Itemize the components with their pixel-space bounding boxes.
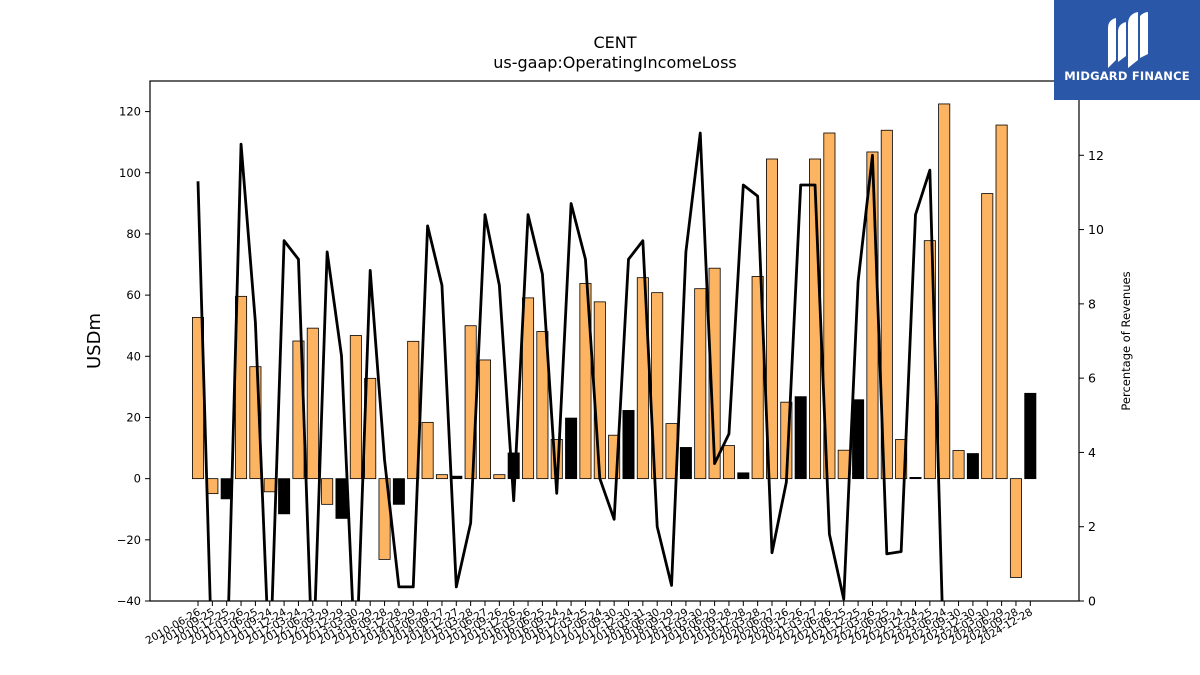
y2-axis: 0 2 4 6 8 10 12 — [1079, 148, 1104, 609]
bar — [895, 439, 908, 480]
bar — [823, 132, 836, 480]
bar — [206, 478, 219, 495]
bar — [536, 331, 549, 480]
bar — [722, 445, 735, 480]
bar — [593, 301, 606, 480]
bar — [995, 124, 1008, 480]
logo-text: MIDGARD FINANCE — [1064, 69, 1190, 83]
bar — [766, 158, 779, 480]
brand-logo: MIDGARD FINANCE — [1054, 0, 1200, 100]
bars-layer — [191, 103, 1037, 578]
chart-subtitle: us-gaap:OperatingIncomeLoss — [493, 53, 737, 72]
bar — [909, 477, 922, 480]
bar — [349, 335, 362, 480]
bar — [737, 472, 750, 480]
y2-tick-label: 4 — [1088, 445, 1096, 460]
y-tick-label: 80 — [126, 227, 141, 241]
bar — [306, 327, 319, 480]
bar — [249, 366, 262, 480]
y2-tick-label: 2 — [1088, 519, 1096, 534]
bar — [694, 288, 707, 480]
bar — [880, 129, 893, 480]
line-layer — [196, 131, 944, 601]
bar — [938, 103, 951, 480]
bar — [421, 421, 434, 480]
y2-tick-label: 10 — [1088, 222, 1104, 237]
y-tick-label: −40 — [117, 594, 141, 608]
y2-tick-label: 0 — [1088, 594, 1096, 609]
bar — [565, 417, 578, 480]
bar — [1024, 392, 1037, 480]
pct-line — [196, 131, 944, 601]
bar — [407, 340, 420, 480]
bar — [1009, 478, 1022, 578]
logo-mark-icon — [1108, 12, 1148, 68]
bar — [622, 410, 635, 480]
bar — [392, 478, 405, 505]
bar — [794, 396, 807, 480]
bar — [435, 474, 448, 480]
y-tick-label: 100 — [119, 166, 141, 180]
bar — [708, 267, 721, 480]
bar — [493, 474, 506, 480]
bar — [852, 399, 865, 480]
y2-tick-label: 12 — [1088, 148, 1104, 163]
y-tick-label: 60 — [126, 288, 141, 302]
y2-axis-label: Percentage of Revenues — [1119, 271, 1133, 410]
bar — [651, 292, 664, 480]
bar — [837, 449, 850, 480]
y-tick-label: 120 — [119, 105, 141, 119]
bar — [952, 450, 965, 480]
bar — [579, 283, 592, 480]
bar — [679, 447, 692, 480]
bar — [966, 453, 979, 480]
y2-tick-label: 6 — [1088, 371, 1096, 386]
bar — [478, 359, 491, 480]
bar — [278, 478, 291, 515]
y-tick-label: 40 — [126, 349, 141, 363]
chart-title: CENT — [593, 33, 636, 52]
y2-tick-label: 8 — [1088, 296, 1096, 311]
bar — [608, 434, 621, 480]
bar — [522, 297, 535, 480]
y-tick-label: 20 — [126, 410, 141, 424]
y-axis-label: USDm — [84, 313, 105, 369]
bar — [321, 478, 334, 505]
x-axis: 2010-06-262010-09-252010-12-252011-03-26… — [144, 601, 1035, 647]
y-tick-label: −20 — [117, 533, 141, 547]
y-tick-label: 0 — [134, 472, 141, 486]
y-axis: −40 −20 0 20 40 60 80 100 120 — [117, 105, 150, 608]
bar — [751, 276, 764, 480]
bar — [335, 478, 348, 519]
bar — [981, 193, 994, 480]
bar — [263, 478, 276, 493]
